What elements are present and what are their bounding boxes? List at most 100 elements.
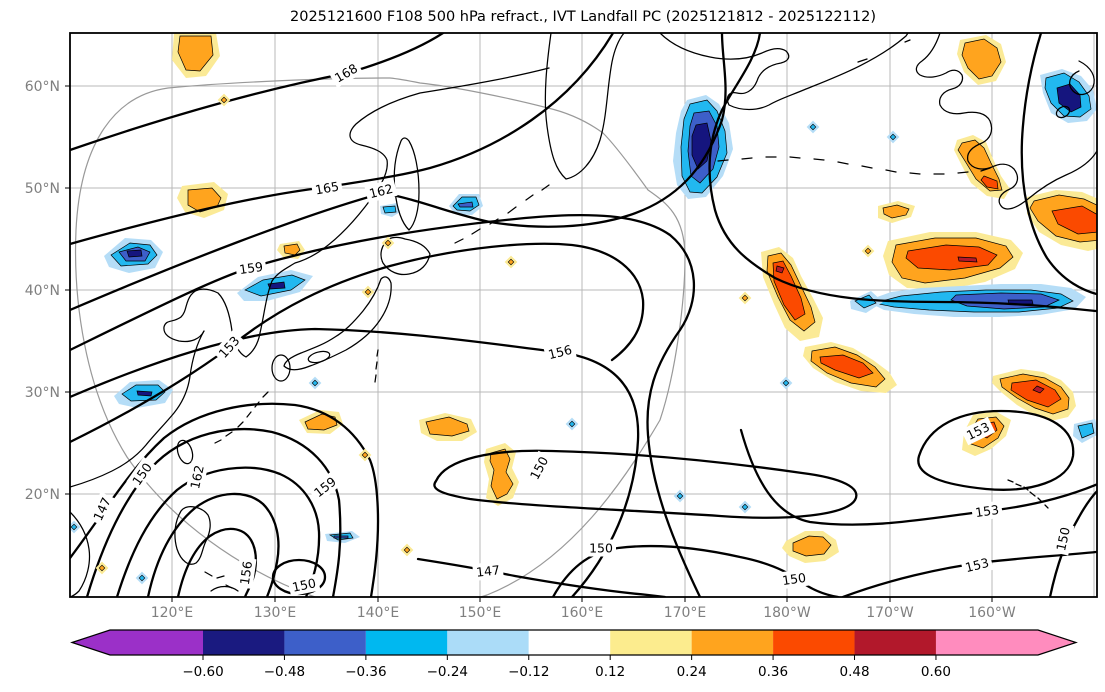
colorbar-segment: [203, 630, 285, 655]
x-tick-label: 130°E: [254, 605, 297, 621]
colorbar-under-arrow: [72, 630, 203, 655]
contour-label-text: 156: [237, 560, 255, 586]
shaded-anomaly-region: [425, 416, 470, 437]
x-tick-label: 160°W: [968, 605, 1016, 621]
x-tick-label: 150°E: [459, 605, 502, 621]
colorbar-tick-label: −0.24: [427, 664, 468, 680]
colorbar-segment: [854, 630, 936, 655]
colorbar-segment: [528, 630, 611, 655]
contour-label: 150: [524, 450, 554, 486]
x-tick-label: 180°W: [763, 605, 811, 621]
contour-label: 168: [328, 58, 364, 88]
axis-ticks-and-labels: 120°E 130°E 140°E 150°E 160°E 170°E 180°W 170°W…: [25, 79, 1016, 621]
shaded-anomaly-region: [1077, 422, 1095, 439]
shaded-anomaly-region: [177, 35, 214, 72]
shaded-anomaly-region: [792, 535, 832, 557]
contour-label: 150: [586, 539, 616, 557]
colorbar: −0.60 −0.48 −0.36 −0.24 −0.12 0.12 0.24 0.36 0.4…: [70, 629, 1078, 680]
contour-label: 150: [287, 573, 321, 597]
negative-anomaly-marker: [738, 500, 752, 514]
shaded-anomaly-region: [1010, 379, 1062, 408]
contour-label-text: 147: [475, 562, 500, 579]
y-tick-label: 40°N: [25, 283, 60, 299]
positive-anomaly-marker: [861, 244, 875, 258]
shaded-anomaly-region: [775, 265, 785, 274]
contour-label-text: 153: [974, 502, 1000, 520]
x-tick-label: 170°W: [866, 605, 914, 621]
contour-label-text: 156: [547, 342, 574, 362]
shaded-anomaly-region: [819, 354, 874, 379]
contour-label: 162: [364, 179, 398, 203]
colorbar-over-arrow: [935, 630, 1076, 655]
positive-anomaly-marker: [738, 291, 752, 305]
negative-anomaly-marker: [806, 120, 820, 134]
colorbar-tick-label: −0.60: [182, 664, 223, 680]
positive-anomaly-marker: [217, 93, 231, 107]
contour-label: 153: [970, 500, 1004, 522]
negative-anomaly-marker: [308, 376, 322, 390]
positive-anomaly-marker: [381, 236, 395, 250]
contour-label-text: 159: [238, 259, 264, 277]
negative-anomaly-marker: [886, 130, 900, 144]
colorbar-segment: [610, 630, 692, 655]
x-tick-label: 120°E: [151, 605, 194, 621]
shaded-anomaly-region: [382, 205, 397, 214]
contour-label: 153: [960, 553, 994, 577]
y-tick-label: 60°N: [25, 79, 60, 95]
colorbar-segment: [365, 630, 448, 655]
colorbar-tick-label: −0.12: [508, 664, 549, 680]
contour-label: 159: [307, 471, 343, 503]
positive-anomaly-marker: [358, 448, 372, 462]
shaded-anomaly-region: [882, 204, 910, 219]
colorbar-segment: [691, 630, 774, 655]
shaded-anomaly-region: [304, 413, 338, 431]
colorbar-tick-label: −0.48: [264, 664, 305, 680]
colorbar-tick-label: 0.12: [595, 664, 625, 680]
shaded-anomaly-region: [1032, 385, 1045, 394]
colorbar-segment: [284, 630, 366, 655]
shaded-anomaly-region: [854, 294, 877, 309]
contour-label-text: 150: [1053, 526, 1073, 553]
positive-anomaly-marker: [400, 543, 414, 557]
contour-labels: 168 165 162 159 153 156 162 150 147 156 150 159 150 1…: [87, 58, 1075, 597]
positive-anomaly-marker: [504, 255, 518, 269]
contour-label: 147: [472, 560, 504, 582]
chart-title: 2025121600 F108 500 hPa refract., IVT La…: [290, 9, 876, 25]
shaded-anomaly-region: [961, 38, 1002, 80]
shaded-anomaly-region: [136, 390, 153, 397]
x-tick-label: 160°E: [561, 605, 604, 621]
contour-label: 156: [235, 556, 257, 590]
colorbar-segment: [447, 630, 529, 655]
contour-label: 153: [960, 416, 996, 446]
shaded-anomaly-region: [772, 260, 806, 321]
x-tick-label: 140°E: [357, 605, 400, 621]
shaded-anomaly-region: [957, 256, 978, 263]
negative-anomaly-marker: [673, 489, 687, 503]
contour-label: 147: [87, 491, 117, 527]
contour-label: 162: [185, 460, 209, 494]
contour-label-text: 165: [314, 179, 340, 198]
contour-label: 150: [1051, 522, 1075, 556]
shaded-anomaly-region: [1051, 205, 1097, 235]
contour-label: 156: [543, 340, 577, 364]
contour-label-text: 150: [781, 570, 807, 588]
shaded-anomaly-region: [457, 201, 474, 208]
positive-anomaly-marker: [361, 285, 375, 299]
contour-label: 165: [310, 177, 344, 199]
colorbar-outline: [70, 629, 1078, 656]
shaded-anomaly-region: [126, 249, 143, 258]
colorbar-tick-label: 0.48: [839, 664, 869, 680]
shaded-anomaly-region: [283, 243, 301, 256]
shaded-anomaly-region: [1007, 299, 1034, 305]
coastlines: [70, 33, 1097, 597]
contour-label-text: 150: [291, 575, 318, 595]
x-tick-label: 170°E: [664, 605, 707, 621]
negative-anomaly-marker: [565, 417, 579, 431]
colorbar-tick-label: 0.60: [921, 664, 951, 680]
contour-label: 159: [234, 257, 268, 279]
y-tick-label: 30°N: [25, 385, 60, 401]
shaded-anomaly-region: [489, 448, 514, 500]
shaded-anomaly-region: [980, 175, 999, 190]
